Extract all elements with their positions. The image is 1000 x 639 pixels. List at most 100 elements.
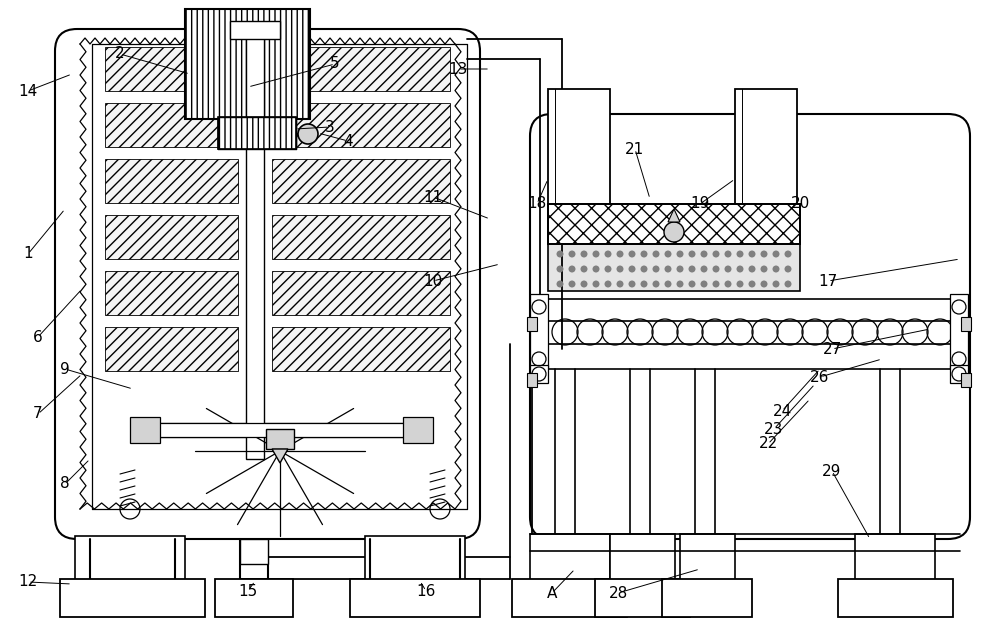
- Bar: [105, 159, 238, 203]
- Circle shape: [580, 250, 588, 258]
- Circle shape: [761, 281, 768, 288]
- Circle shape: [652, 281, 660, 288]
- Circle shape: [640, 281, 648, 288]
- Bar: [218, 117, 296, 149]
- Circle shape: [700, 281, 708, 288]
- Circle shape: [580, 281, 588, 288]
- Circle shape: [712, 281, 720, 288]
- Bar: [272, 327, 450, 371]
- Circle shape: [604, 250, 612, 258]
- Bar: [530, 294, 548, 369]
- Text: 6: 6: [33, 330, 43, 344]
- Bar: [272, 159, 450, 203]
- Circle shape: [772, 265, 780, 272]
- Circle shape: [676, 250, 684, 258]
- Bar: [680, 534, 735, 584]
- Circle shape: [748, 265, 756, 272]
- Polygon shape: [668, 209, 680, 222]
- Circle shape: [761, 250, 768, 258]
- Circle shape: [736, 265, 744, 272]
- Circle shape: [688, 265, 696, 272]
- Circle shape: [772, 250, 780, 258]
- Bar: [527, 373, 537, 387]
- Circle shape: [688, 250, 696, 258]
- Circle shape: [712, 265, 720, 272]
- Polygon shape: [272, 449, 288, 463]
- FancyBboxPatch shape: [530, 114, 970, 539]
- Circle shape: [616, 265, 624, 272]
- Bar: [610, 534, 675, 584]
- Circle shape: [640, 250, 648, 258]
- Circle shape: [652, 250, 660, 258]
- Circle shape: [676, 281, 684, 288]
- Circle shape: [748, 281, 756, 288]
- Bar: [838, 579, 953, 617]
- Bar: [218, 117, 296, 149]
- Circle shape: [784, 265, 792, 272]
- Text: 11: 11: [423, 190, 443, 204]
- Bar: [105, 271, 238, 315]
- Circle shape: [592, 265, 600, 272]
- Bar: [950, 365, 968, 383]
- Bar: [595, 579, 690, 617]
- Bar: [950, 294, 968, 369]
- Text: 28: 28: [608, 585, 628, 601]
- Bar: [530, 534, 610, 584]
- Bar: [60, 579, 205, 617]
- Text: 7: 7: [33, 406, 43, 422]
- Circle shape: [592, 250, 600, 258]
- Text: 16: 16: [416, 583, 436, 599]
- Bar: [512, 579, 627, 617]
- Bar: [735, 89, 797, 209]
- Text: 9: 9: [60, 362, 70, 376]
- Bar: [350, 579, 480, 617]
- Text: 21: 21: [625, 141, 645, 157]
- Circle shape: [736, 250, 744, 258]
- Circle shape: [556, 250, 564, 258]
- Circle shape: [556, 281, 564, 288]
- Bar: [365, 536, 465, 584]
- Circle shape: [736, 281, 744, 288]
- Text: 26: 26: [810, 369, 830, 385]
- Text: 5: 5: [330, 56, 340, 72]
- Circle shape: [784, 250, 792, 258]
- Text: 20: 20: [790, 197, 810, 212]
- Text: 17: 17: [818, 273, 838, 288]
- Circle shape: [724, 265, 732, 272]
- Circle shape: [664, 281, 672, 288]
- Circle shape: [664, 265, 672, 272]
- Bar: [961, 373, 971, 387]
- Text: 8: 8: [60, 477, 70, 491]
- Text: 14: 14: [18, 84, 38, 98]
- Bar: [148, 423, 413, 437]
- Bar: [272, 47, 450, 91]
- Circle shape: [568, 281, 576, 288]
- Bar: [240, 539, 268, 564]
- Circle shape: [664, 222, 684, 242]
- Text: 12: 12: [18, 574, 38, 590]
- Circle shape: [568, 265, 576, 272]
- Bar: [527, 317, 537, 331]
- Text: A: A: [547, 585, 557, 601]
- Circle shape: [616, 281, 624, 288]
- Bar: [272, 215, 450, 259]
- Bar: [548, 241, 800, 291]
- Circle shape: [616, 250, 624, 258]
- Bar: [130, 417, 160, 443]
- Text: 3: 3: [325, 119, 335, 134]
- Bar: [105, 103, 238, 147]
- Bar: [246, 29, 264, 459]
- Bar: [403, 417, 433, 443]
- Circle shape: [664, 250, 672, 258]
- Text: 27: 27: [822, 341, 842, 357]
- Circle shape: [748, 250, 756, 258]
- Circle shape: [298, 124, 318, 144]
- Circle shape: [640, 265, 648, 272]
- Circle shape: [652, 265, 660, 272]
- Circle shape: [724, 281, 732, 288]
- Circle shape: [592, 281, 600, 288]
- FancyBboxPatch shape: [55, 29, 480, 539]
- Bar: [215, 579, 293, 617]
- Text: 29: 29: [822, 463, 842, 479]
- Bar: [530, 365, 548, 383]
